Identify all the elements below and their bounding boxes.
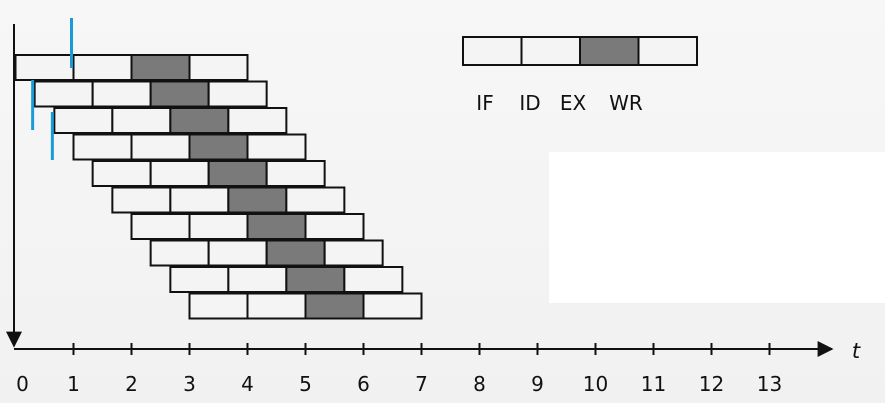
stage-box-wr (207, 80, 268, 108)
time-axis-tick-labels: 0 1 2 3 4 5 6 7 8 9 10 11 12 13 (16, 372, 782, 396)
stage-box-id (246, 292, 307, 320)
tick-label-12: 12 (699, 372, 724, 396)
instruction-row-2 (33, 80, 268, 108)
stage-box-ex (207, 160, 268, 187)
stage-box-if (53, 107, 114, 134)
tick-label-10: 10 (583, 372, 608, 396)
stage-box-ex (130, 54, 191, 81)
instruction-row-3 (53, 107, 288, 134)
stage-box-id (111, 107, 172, 134)
instruction-row-10 (188, 292, 423, 320)
stage-box-wr (304, 213, 365, 240)
legend-label-ex: EX (560, 91, 587, 115)
legend-box-wr (637, 36, 698, 66)
stage-box-ex (169, 107, 230, 134)
overlay-panel (549, 152, 885, 303)
time-axis-ticks (72, 343, 771, 355)
stage-box-id (72, 54, 133, 81)
legend-label-id: ID (519, 91, 540, 115)
instruction-row-1 (14, 54, 249, 81)
stage-box-if (72, 133, 133, 161)
stage-box-id (207, 239, 268, 267)
instruction-row-7 (130, 213, 365, 240)
stage-box-wr (362, 292, 423, 320)
stage-box-ex (265, 239, 326, 267)
instruction-row-8 (149, 239, 384, 267)
stage-box-id (149, 160, 210, 187)
stage-box-if (149, 239, 210, 267)
clock-markers (31, 18, 73, 160)
stage-box-wr (265, 160, 326, 187)
instruction-row-9 (169, 266, 404, 293)
stage-box-ex (246, 213, 307, 240)
stage-box-wr (227, 107, 288, 134)
legend-box-id (520, 36, 581, 66)
stage-box-ex (304, 292, 365, 320)
stage-box-if (111, 186, 172, 214)
stage-box-wr (246, 133, 307, 161)
instruction-row-5 (91, 160, 326, 187)
tick-label-0: 0 (16, 372, 29, 396)
stage-box-if (169, 266, 230, 293)
tick-label-1: 1 (67, 372, 80, 396)
legend-label-wr: WR (609, 91, 643, 115)
stage-box-ex (227, 186, 288, 214)
tick-label-9: 9 (531, 372, 544, 396)
stage-box-if (33, 80, 94, 108)
stage-box-id (188, 213, 249, 240)
stage-box-if (130, 213, 191, 240)
stage-box-if (188, 292, 249, 320)
stage-box-ex (149, 80, 210, 108)
stage-box-ex (285, 266, 346, 293)
stage-box-if (14, 54, 75, 81)
tick-label-5: 5 (299, 372, 312, 396)
tick-label-2: 2 (125, 372, 138, 396)
tick-label-8: 8 (473, 372, 486, 396)
time-axis-label: t (852, 339, 861, 363)
stage-box-ex (188, 133, 249, 161)
stage-box-wr (323, 239, 384, 267)
stage-box-id (130, 133, 191, 161)
stage-box-id (227, 266, 288, 293)
tick-label-6: 6 (357, 372, 370, 396)
instruction-row-4 (72, 133, 307, 161)
tick-label-4: 4 (241, 372, 254, 396)
stage-box-id (169, 186, 230, 214)
tick-label-7: 7 (415, 372, 428, 396)
stage-box-wr (343, 266, 404, 293)
pipeline-rows (14, 54, 423, 320)
legend-label-if: IF (476, 91, 493, 115)
legend-box-ex (579, 36, 640, 66)
stage-box-wr (188, 54, 249, 81)
tick-label-13: 13 (757, 372, 782, 396)
stage-box-id (91, 80, 152, 108)
stage-box-if (91, 160, 152, 187)
stage-legend: IF ID EX WR (462, 36, 698, 115)
tick-label-3: 3 (183, 372, 196, 396)
stage-box-wr (285, 186, 346, 214)
legend-box-if (462, 36, 523, 66)
tick-label-11: 11 (641, 372, 666, 396)
instruction-row-6 (111, 186, 346, 214)
